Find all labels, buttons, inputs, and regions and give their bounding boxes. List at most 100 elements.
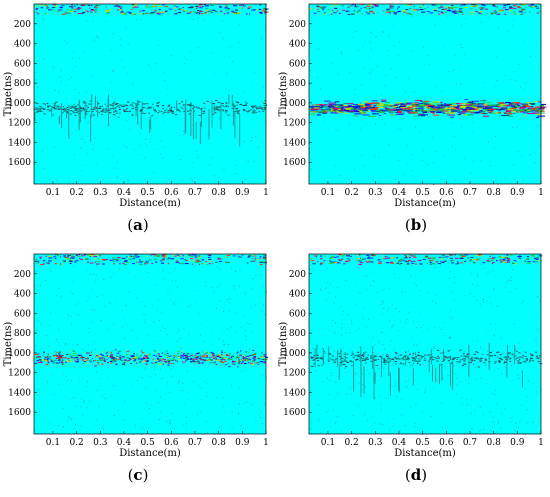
x-tick-label-c: 0.2 (69, 438, 83, 448)
surface-speck-c (43, 263, 44, 264)
surface-speck-d (310, 258, 312, 259)
noise-speck-a (171, 55, 172, 56)
noise-speck-a (104, 66, 105, 67)
surface-speck-c (252, 256, 253, 257)
surface-speck-b (362, 13, 363, 14)
noise-speck-c (172, 280, 173, 281)
reflection-speck-a (239, 104, 242, 105)
reflection-speck-b (381, 101, 386, 102)
surface-speck-b (413, 9, 416, 10)
surface-speck-c (55, 258, 56, 259)
noise-speck-a (82, 60, 83, 61)
noise-speck-d (364, 316, 365, 317)
noise-speck-d (334, 332, 335, 333)
reflection-speck-a (53, 114, 54, 115)
noise-speck-a (256, 153, 257, 154)
noise-speck-d (539, 301, 540, 302)
reflection-speck-c (98, 364, 100, 365)
surface-speck-d (442, 257, 445, 258)
surface-speck-b (408, 13, 409, 14)
noise-speck-c (251, 278, 252, 279)
noise-speck-b (495, 136, 496, 137)
surface-speck-a (90, 12, 92, 13)
noise-speck-a (228, 48, 229, 49)
surface-speck-c (263, 262, 267, 263)
noise-speck-c (258, 408, 259, 409)
reflection-speck-b (324, 101, 331, 102)
noise-speck-c (257, 345, 258, 346)
reflection-speck-c (95, 360, 96, 361)
noise-speck-a (124, 30, 125, 31)
noise-speck-d (389, 430, 390, 431)
noise-speck-d (478, 404, 479, 405)
noise-speck-b (318, 49, 319, 50)
noise-speck-b (358, 50, 359, 51)
reflection-speck-c (171, 361, 172, 362)
noise-speck-d (412, 336, 413, 337)
noise-speck-d (496, 432, 497, 433)
surface-speck-a (224, 13, 225, 14)
reflection-speck-c (86, 360, 88, 361)
surface-speck-a (232, 12, 234, 13)
noise-speck-d (445, 344, 446, 345)
noise-speck-c (245, 293, 246, 294)
noise-speck-b (364, 40, 365, 41)
surface-speck-a (95, 8, 98, 9)
noise-speck-c (232, 427, 233, 428)
noise-speck-a (45, 122, 46, 123)
reflection-speck-c (154, 351, 156, 352)
noise-speck-d (418, 424, 419, 425)
noise-speck-c (146, 335, 147, 336)
noise-speck-c (222, 307, 223, 308)
x-tick-label-a: 0.8 (211, 188, 226, 198)
noise-speck-b (331, 63, 332, 64)
reflection-speck-c (104, 360, 105, 361)
reflection-speck-b (377, 105, 384, 106)
noise-speck-b (395, 132, 396, 133)
noise-speck-c (119, 363, 120, 364)
surface-speck-a (118, 6, 120, 7)
noise-speck-c (245, 339, 246, 340)
surface-speck-b (531, 4, 534, 5)
surface-speck-a (46, 7, 49, 8)
noise-speck-d (447, 303, 448, 304)
noise-speck-b (500, 178, 501, 179)
surface-speck-c (70, 263, 72, 264)
surface-speck-d (341, 254, 344, 255)
surface-speck-b (414, 6, 415, 7)
surface-speck-d (492, 257, 495, 258)
reflection-speck-b (390, 112, 394, 113)
noise-speck-c (205, 381, 206, 382)
noise-speck-c (153, 373, 154, 374)
surface-speck-c (133, 256, 135, 257)
noise-speck-a (252, 119, 253, 120)
reflection-speck-c (50, 359, 52, 360)
noise-speck-a (117, 176, 118, 177)
x-tick-label-b: 1 (538, 188, 544, 198)
reflection-speck-a (47, 106, 49, 107)
reflection-speck-c (240, 363, 242, 364)
trace-streak-a (232, 95, 233, 107)
noise-speck-c (153, 321, 154, 322)
noise-speck-d (494, 335, 495, 336)
reflection-speck-c (52, 361, 55, 362)
noise-speck-c (181, 293, 182, 294)
noise-speck-d (432, 387, 433, 388)
reflection-speck-c (211, 357, 213, 358)
noise-speck-a (180, 155, 181, 156)
noise-speck-a (132, 83, 133, 84)
noise-speck-c (52, 265, 53, 266)
noise-speck-c (217, 267, 218, 268)
noise-speck-a (219, 40, 220, 41)
surface-speck-d (320, 256, 322, 257)
noise-speck-d (324, 363, 325, 364)
noise-speck-b (510, 162, 511, 163)
y-tick-label-c: 1600 (8, 408, 31, 418)
reflection-speck-a (236, 111, 239, 112)
noise-speck-d (401, 399, 402, 400)
surface-speck-d (476, 258, 480, 259)
noise-speck-c (68, 315, 69, 316)
noise-speck-b (360, 59, 361, 60)
noise-speck-b (348, 49, 349, 50)
noise-speck-a (128, 43, 129, 44)
